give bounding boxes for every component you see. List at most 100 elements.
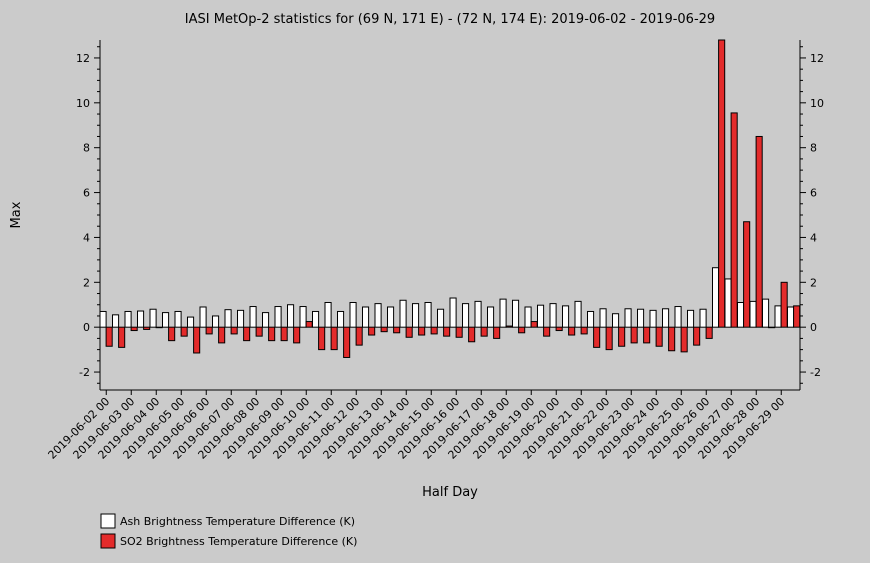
ash-bar bbox=[374, 303, 382, 328]
ash-bar bbox=[412, 303, 420, 328]
ash-bar bbox=[324, 302, 332, 328]
ash-bar bbox=[199, 306, 207, 328]
so2-bar bbox=[693, 326, 701, 346]
so2-bar bbox=[580, 326, 588, 335]
ash-bar bbox=[187, 316, 195, 328]
ash-bar bbox=[249, 306, 257, 328]
so2-bar bbox=[618, 326, 626, 347]
so2-bar bbox=[255, 326, 263, 337]
so2-bar bbox=[518, 326, 526, 334]
legend-swatch bbox=[100, 533, 116, 549]
ash-bar bbox=[512, 299, 520, 328]
so2-bar bbox=[155, 326, 163, 329]
ash-bar bbox=[162, 312, 170, 328]
so2-bar bbox=[455, 326, 463, 338]
ash-bar bbox=[424, 302, 432, 328]
y-tick-label-right: 12 bbox=[810, 52, 824, 65]
y-tick-label-right: 6 bbox=[810, 187, 817, 200]
so2-bar bbox=[793, 305, 801, 328]
ash-bar bbox=[774, 305, 782, 328]
ash-bar bbox=[474, 300, 482, 328]
so2-bar bbox=[718, 39, 726, 328]
so2-bar bbox=[118, 326, 126, 348]
y-tick-label-right: 10 bbox=[810, 97, 824, 110]
y-tick-label-right: -2 bbox=[810, 366, 821, 379]
y-tick-label-right: 0 bbox=[810, 321, 817, 334]
so2-bar bbox=[343, 326, 351, 358]
ash-bar bbox=[712, 267, 720, 328]
so2-bar bbox=[380, 326, 388, 333]
so2-bar bbox=[668, 326, 676, 352]
so2-bar bbox=[405, 326, 413, 338]
ash-bar bbox=[399, 299, 407, 328]
y-tick-label-left: 8 bbox=[83, 142, 90, 155]
ash-bar bbox=[212, 315, 220, 328]
ash-bar bbox=[462, 303, 470, 328]
y-tick-label-left: -2 bbox=[79, 366, 90, 379]
so2-bar bbox=[418, 326, 426, 336]
so2-bar bbox=[143, 326, 151, 330]
ash-bar bbox=[537, 304, 545, 328]
ash-bar bbox=[687, 309, 695, 328]
ash-bar bbox=[787, 306, 795, 328]
y-tick-label-right: 8 bbox=[810, 142, 817, 155]
ash-bar bbox=[549, 303, 557, 328]
so2-bar bbox=[543, 326, 551, 337]
ash-bar bbox=[762, 298, 770, 328]
so2-bar bbox=[355, 326, 363, 346]
ash-bar bbox=[612, 313, 620, 328]
so2-bar bbox=[493, 326, 501, 339]
ash-bar bbox=[487, 306, 495, 328]
ash-bar bbox=[724, 278, 732, 328]
so2-bar bbox=[480, 326, 488, 337]
legend-label: SO2 Brightness Temperature Difference (K… bbox=[120, 535, 357, 548]
y-tick-label-left: 10 bbox=[76, 97, 90, 110]
so2-bar bbox=[193, 326, 201, 354]
legend-label: Ash Brightness Temperature Difference (K… bbox=[120, 515, 355, 528]
y-tick-label-right: 2 bbox=[810, 276, 817, 289]
so2-bar bbox=[780, 281, 788, 328]
y-tick-label-left: 2 bbox=[83, 276, 90, 289]
y-axis-label: Max bbox=[9, 201, 24, 228]
ash-bar bbox=[387, 306, 395, 328]
ash-bar bbox=[599, 308, 607, 328]
ash-bar bbox=[262, 312, 270, 328]
so2-bar bbox=[205, 326, 213, 335]
ash-bar bbox=[674, 306, 682, 328]
so2-bar bbox=[768, 326, 776, 329]
ash-bar bbox=[737, 302, 745, 328]
legend: Ash Brightness Temperature Difference (K… bbox=[100, 513, 357, 549]
ash-bar bbox=[587, 310, 595, 328]
ash-bar bbox=[574, 300, 582, 328]
ash-bar bbox=[749, 300, 757, 328]
ash-bar bbox=[137, 310, 145, 328]
so2-bar bbox=[643, 326, 651, 344]
so2-bar bbox=[393, 326, 401, 334]
so2-bar bbox=[530, 321, 538, 328]
so2-bar bbox=[593, 326, 601, 348]
ash-bar bbox=[437, 308, 445, 328]
so2-bar bbox=[130, 326, 138, 332]
so2-bar bbox=[218, 326, 226, 344]
ash-bar bbox=[274, 306, 282, 328]
bars-group bbox=[99, 39, 801, 358]
so2-bar bbox=[280, 326, 288, 342]
ash-bar bbox=[124, 310, 132, 328]
so2-bar bbox=[105, 326, 113, 347]
ash-bar bbox=[237, 309, 245, 328]
ash-bar bbox=[562, 305, 570, 328]
ash-bar bbox=[362, 306, 370, 328]
legend-swatch bbox=[100, 513, 116, 529]
so2-bar bbox=[680, 326, 688, 353]
ash-bar bbox=[662, 308, 670, 328]
so2-bar bbox=[555, 326, 563, 332]
y-tick-label-left: 0 bbox=[83, 321, 90, 334]
ash-bar bbox=[287, 304, 295, 328]
ash-bar bbox=[337, 310, 345, 328]
ash-bar bbox=[637, 308, 645, 328]
so2-bar bbox=[705, 326, 713, 339]
ash-bar bbox=[174, 310, 182, 328]
x-axis-label: Half Day bbox=[422, 485, 478, 500]
